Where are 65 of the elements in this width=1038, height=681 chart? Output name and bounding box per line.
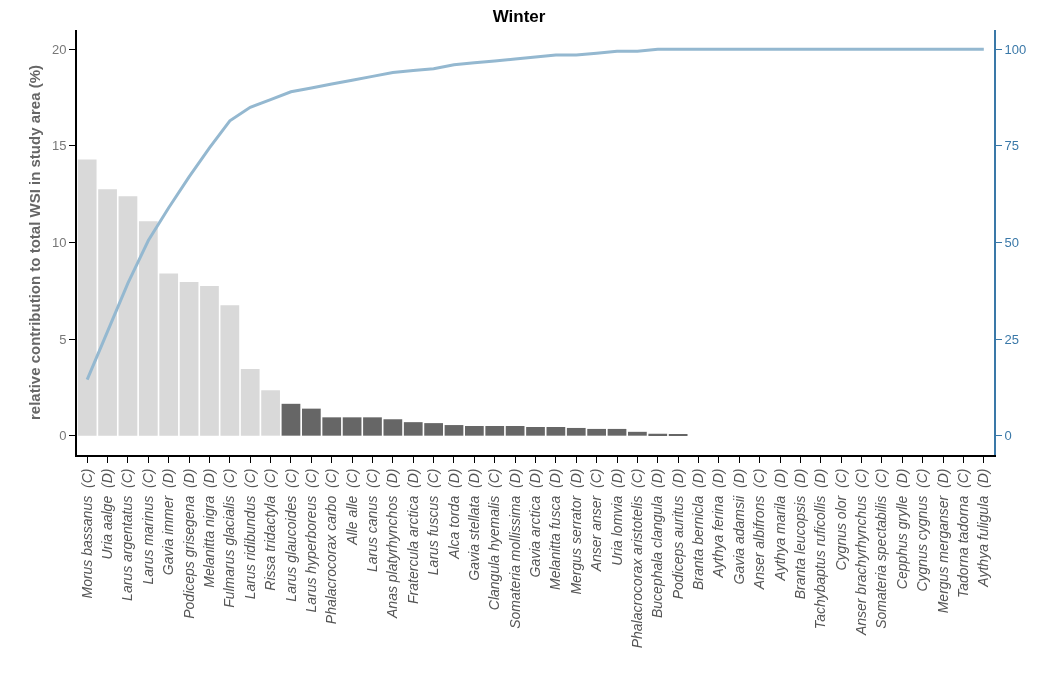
line-series [85, 47, 986, 382]
x-tick-label: Cygnus cygnus (C) [914, 468, 931, 592]
y2-tick-label: 50 [1004, 235, 1020, 251]
x-tick-label: Podiceps auritus (D) [669, 468, 686, 600]
y-tick-label: 0 [59, 428, 67, 444]
x-tick-label: Rissa tridactyla (C) [262, 468, 279, 591]
x-tick-label: Somateria spectabilis (C) [873, 468, 890, 629]
bar [607, 428, 627, 436]
y-tick-label: 10 [51, 235, 67, 251]
x-tick-label: Alca torda (D) [445, 468, 462, 560]
bar [118, 196, 138, 436]
x-tick-label: Larus fuscus (C) [425, 468, 442, 576]
x-tick-label: Larus glaucoides (C) [282, 468, 299, 602]
y2-tick-label: 75 [1004, 138, 1020, 154]
y-axis-title: relative contribution to total WSI in study area (%) [25, 64, 43, 421]
x-tick-label: Larus ridibundus (C) [241, 468, 258, 600]
x-tick-label: Aythya fuligula (D) [975, 468, 992, 588]
x-tick-label: Larus hyperboreus (C) [302, 468, 319, 613]
x-tick-label: Branta bernicla (D) [690, 468, 707, 590]
x-tick-label: Podiceps grisegena (D) [180, 468, 197, 619]
x-tick-label: Fulmarus glacialis (C) [221, 468, 238, 608]
x-tick-label: Tachybaptus ruficollis (D) [812, 468, 829, 630]
x-tick-label: Morus bassanus (C) [78, 468, 95, 599]
bar [342, 417, 362, 436]
x-tick-label: Aythya marila (D) [771, 468, 788, 582]
x-tick-label: Larus argentatus (C) [119, 468, 136, 601]
x-tick-label: Gavia immer (D) [160, 468, 177, 576]
x-tick-label: Gavia arctica (D) [527, 468, 544, 578]
y2-tick-label: 0 [1004, 428, 1012, 444]
x-tick-label: Melanitta nigra (D) [201, 468, 218, 588]
x-tick-label: Phalacrocorax aristotelis (C) [628, 468, 645, 649]
y2-tick-label: 25 [1004, 331, 1020, 347]
x-tick-label: Gavia adamsii (D) [730, 468, 747, 585]
x-tick-label: Gavia stellata (D) [465, 468, 482, 581]
y-tick-label: 15 [51, 138, 67, 154]
x-tick-label: Cepphus grylle (D) [893, 468, 910, 590]
x-tick-label: Melanitta fusca (D) [547, 468, 564, 590]
x-tick-label: Anser anser (C) [588, 468, 605, 573]
bar [179, 282, 199, 436]
x-tick-label: Anser brachyrhynchus (C) [853, 468, 870, 637]
y2-tick-label: 100 [1004, 41, 1027, 57]
x-tick-label: Bucephala clangula (D) [649, 468, 666, 619]
x-tick-label: Anser albifrons (C) [751, 468, 768, 591]
bar [281, 403, 301, 436]
x-tick-label: Somateria mollissima (D) [506, 468, 523, 629]
x-tick-label: Aythya ferina (D) [710, 468, 727, 579]
chart-title: Winter [492, 7, 546, 27]
x-tick-label: Fratercula arctica (D) [404, 468, 421, 604]
x-tick-label: Larus marinus (C) [139, 468, 156, 585]
y-tick-label: 5 [59, 331, 67, 347]
x-tick-label: Tadorna tadorna (C) [954, 468, 971, 599]
bar [546, 426, 566, 436]
x-tick-label: Mergus merganser (D) [934, 468, 951, 614]
x-tick-label: Uria aalge (D) [99, 468, 116, 560]
bar [444, 425, 464, 436]
x-tick-label: Uria lomvia (D) [608, 468, 625, 566]
x-tick-label: Mergus serrator (D) [567, 468, 584, 595]
x-tick-label: Branta leucopsis (D) [791, 468, 808, 600]
x-tick-label: Phalacrocorax carbo (C) [323, 468, 340, 625]
x-tick-label: Clangula hyemalis (C) [486, 468, 503, 611]
x-tick-label: Anas platyrhynchos (D) [384, 468, 401, 620]
x-tick-label: Cygnus olor (C) [832, 468, 849, 571]
y-tick-label: 20 [51, 41, 67, 57]
x-tick-label: Alle alle (C) [343, 468, 360, 546]
x-tick-label: Larus canus (C) [364, 468, 381, 573]
